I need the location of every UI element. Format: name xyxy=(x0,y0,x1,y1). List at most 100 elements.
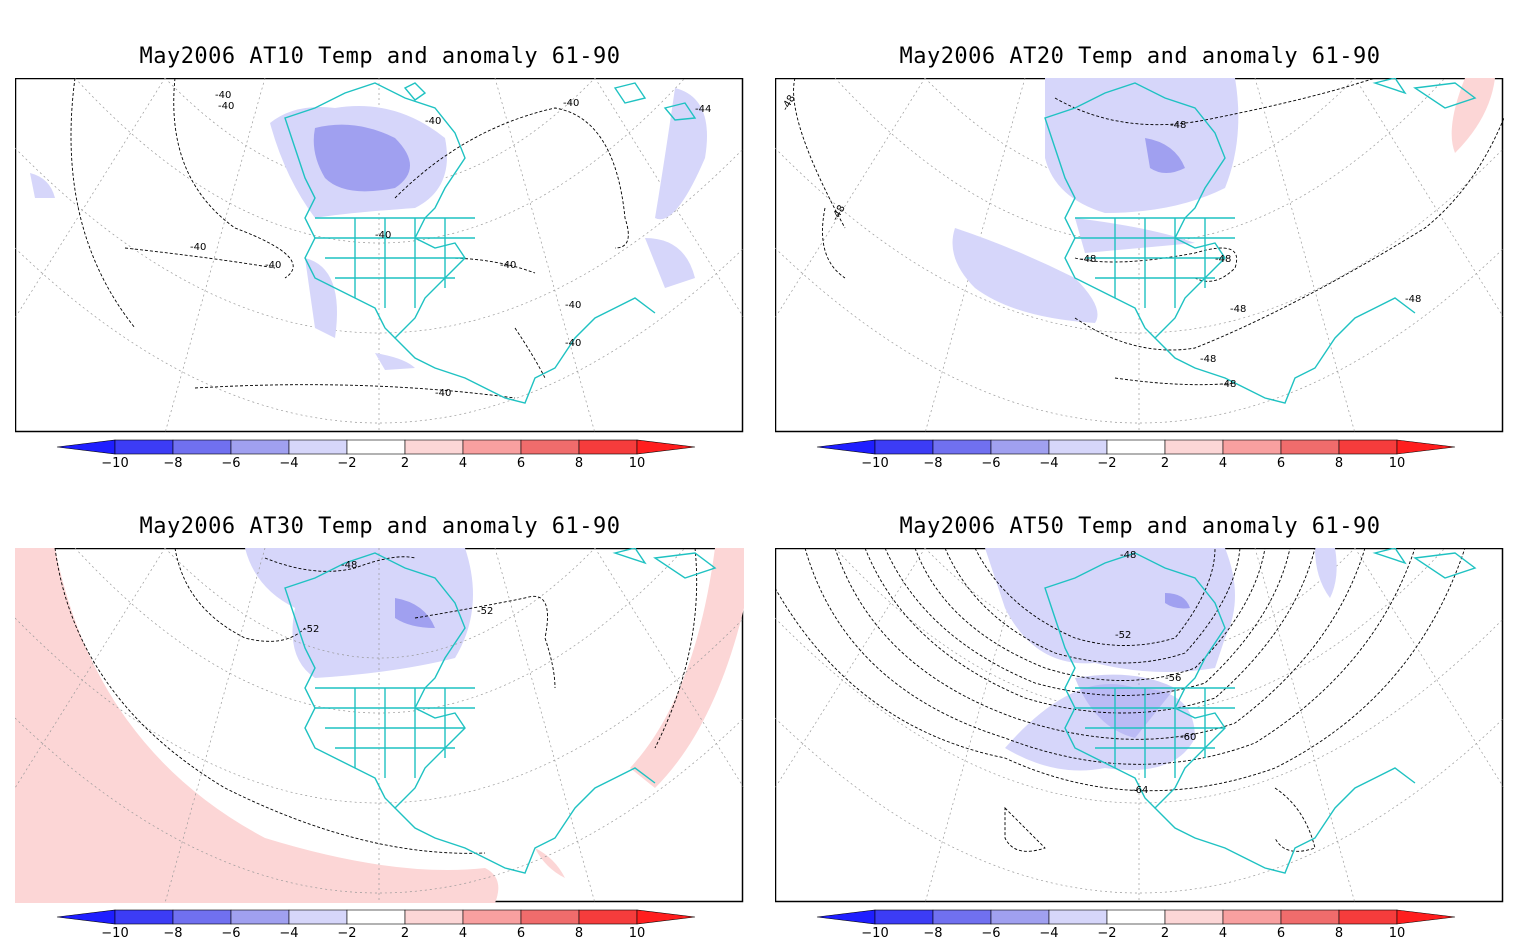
colorbar-segment xyxy=(1107,910,1165,924)
colorbar-tick-label: −10 xyxy=(101,456,128,470)
colorbar-arrow-high xyxy=(1397,910,1455,924)
colorbar-tick-label: 6 xyxy=(517,926,525,940)
svg-text:-48: -48 xyxy=(1080,254,1096,265)
colorbar-tick-label: 4 xyxy=(459,456,467,470)
colorbar-tick-label: −10 xyxy=(861,926,888,940)
colorbar-tick-label: 2 xyxy=(401,926,409,940)
colorbar-tick-label: −10 xyxy=(861,456,888,470)
colorbar-tick-label: 8 xyxy=(1335,926,1343,940)
svg-text:-52: -52 xyxy=(303,624,319,635)
colorbar-tick-label: −8 xyxy=(163,456,182,470)
colorbar-tick-label: −4 xyxy=(1039,456,1058,470)
svg-text:-48: -48 xyxy=(1230,304,1246,315)
colorbar-segment xyxy=(1339,440,1397,454)
colorbar-tick-label: −8 xyxy=(923,456,942,470)
svg-text:-48: -48 xyxy=(1405,294,1421,305)
svg-text:-60: -60 xyxy=(1180,732,1196,743)
colorbar-arrow-low xyxy=(817,440,875,454)
colorbar: −10 −8 −6 −4 −2 2 4 6 8 10 xyxy=(815,438,1465,470)
colorbar-tick-label: 6 xyxy=(1277,456,1285,470)
colorbar: −10 −8 −6 −4 −2 2 4 6 8 10 xyxy=(55,438,705,470)
colorbar-tick-label: 8 xyxy=(575,926,583,940)
panel-title: May2006 AT10 Temp and anomaly 61-90 xyxy=(0,44,760,69)
colorbar-tick-label: −6 xyxy=(981,456,1000,470)
colorbar-segment xyxy=(347,440,405,454)
colorbar-segment xyxy=(1049,910,1107,924)
colorbar-segment xyxy=(173,440,231,454)
colorbar-tick-label: −2 xyxy=(337,456,356,470)
colorbar-tick-label: 6 xyxy=(517,456,525,470)
colorbar: −10 −8 −6 −4 −2 2 4 6 8 10 xyxy=(55,908,705,940)
map-at10: -40 -40 -40 -44 -40 -40 -40 -40 -40 -40 … xyxy=(15,78,744,433)
svg-text:-40: -40 xyxy=(500,260,516,271)
svg-text:-40: -40 xyxy=(563,98,579,109)
svg-text:-40: -40 xyxy=(215,90,231,101)
svg-text:-52: -52 xyxy=(477,606,493,617)
map-at50: -48 -52 -56 -60 -64 xyxy=(775,548,1504,903)
map-at30: -48 -52 -52 xyxy=(15,548,744,903)
colorbar-tick-label: 10 xyxy=(629,456,646,470)
colorbar-segment xyxy=(289,910,347,924)
svg-text:-40: -40 xyxy=(435,388,451,399)
colorbar-arrow-low xyxy=(817,910,875,924)
colorbar-tick-label: −10 xyxy=(101,926,128,940)
colorbar-tick-label: −2 xyxy=(337,926,356,940)
colorbar-segment xyxy=(991,910,1049,924)
colorbar-segment xyxy=(231,910,289,924)
colorbar-tick-label: 4 xyxy=(1219,926,1227,940)
svg-text:-48: -48 xyxy=(1120,550,1136,561)
svg-text:-40: -40 xyxy=(375,230,391,241)
colorbar-segment xyxy=(405,440,463,454)
colorbar-tick-label: 2 xyxy=(1161,926,1169,940)
colorbar-segment xyxy=(289,440,347,454)
colorbar-segment xyxy=(933,910,991,924)
colorbar-segment xyxy=(405,910,463,924)
colorbar-segment xyxy=(463,440,521,454)
colorbar-tick-label: 4 xyxy=(1219,456,1227,470)
colorbar-tick-label: −6 xyxy=(221,926,240,940)
colorbar-arrow-low xyxy=(57,440,115,454)
colorbar-arrow-high xyxy=(637,440,695,454)
panel-at20: May2006 AT20 Temp and anomaly 61-90 xyxy=(760,0,1520,470)
svg-text:-48: -48 xyxy=(341,560,357,571)
panel-title: May2006 AT30 Temp and anomaly 61-90 xyxy=(0,514,760,539)
colorbar-tick-label: 4 xyxy=(459,926,467,940)
colorbar-tick-label: −8 xyxy=(163,926,182,940)
colorbar-tick-label: −6 xyxy=(981,926,1000,940)
colorbar-tick-label: 8 xyxy=(1335,456,1343,470)
colorbar-segment xyxy=(1223,910,1281,924)
colorbar-tick-label: −8 xyxy=(923,926,942,940)
colorbar-segment xyxy=(991,440,1049,454)
colorbar: −10 −8 −6 −4 −2 2 4 6 8 10 xyxy=(815,908,1465,940)
svg-text:-48: -48 xyxy=(1170,120,1186,131)
colorbar-segment xyxy=(521,910,579,924)
colorbar-segment xyxy=(1281,910,1339,924)
colorbar-arrow-low xyxy=(57,910,115,924)
colorbar-tick-label: −6 xyxy=(221,456,240,470)
colorbar-segment xyxy=(1107,440,1165,454)
colorbar-tick-label: 6 xyxy=(1277,926,1285,940)
colorbar-segment xyxy=(875,440,933,454)
colorbar-segment xyxy=(115,440,173,454)
colorbar-tick-label: −4 xyxy=(279,926,298,940)
svg-text:-64: -64 xyxy=(1132,785,1148,796)
svg-text:-48: -48 xyxy=(1200,354,1216,365)
colorbar-arrow-high xyxy=(1397,440,1455,454)
colorbar-segment xyxy=(1165,440,1223,454)
colorbar-segment xyxy=(1223,440,1281,454)
colorbar-segment xyxy=(579,440,637,454)
colorbar-tick-label: 10 xyxy=(1389,456,1406,470)
colorbar-segment xyxy=(579,910,637,924)
colorbar-tick-label: −4 xyxy=(279,456,298,470)
svg-text:-56: -56 xyxy=(1165,673,1181,684)
colorbar-tick-label: −2 xyxy=(1097,926,1116,940)
svg-text:-40: -40 xyxy=(265,260,281,271)
colorbar-segment xyxy=(933,440,991,454)
colorbar-tick-label: −4 xyxy=(1039,926,1058,940)
svg-text:-44: -44 xyxy=(695,104,711,115)
colorbar-tick-label: 2 xyxy=(401,456,409,470)
colorbar-segment xyxy=(231,440,289,454)
colorbar-tick-label: 10 xyxy=(629,926,646,940)
panel-at50: May2006 AT50 Temp and anomaly 61-90 xyxy=(760,470,1520,940)
colorbar-tick-label: −2 xyxy=(1097,456,1116,470)
